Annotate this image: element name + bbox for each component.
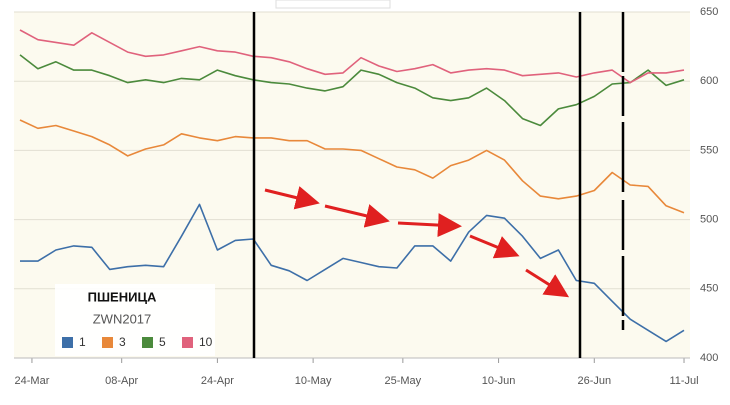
legend-swatch — [182, 337, 193, 348]
x-tick-label: 11-Jul — [669, 375, 698, 387]
legend-label: 5 — [159, 335, 166, 349]
series-line — [20, 203, 685, 343]
y-tick-label: 650 — [700, 6, 718, 18]
y-tick-label: 600 — [700, 75, 718, 87]
x-tick-label: 24-Apr — [201, 375, 234, 387]
legend-swatch — [102, 337, 113, 348]
legend-label: 1 — [79, 335, 86, 349]
lines — [19, 29, 685, 343]
top-box — [275, 0, 391, 9]
series-line — [19, 29, 685, 84]
legend-swatch — [142, 337, 153, 348]
arrows — [264, 186, 570, 298]
legend-label: 10 — [199, 335, 213, 349]
x-tick-label: 26-Jun — [577, 375, 611, 387]
legend-subtitle: ZWN2017 — [93, 311, 152, 326]
series-line — [19, 119, 685, 214]
x-tick-label: 25-May — [385, 375, 422, 387]
legend-label: 3 — [119, 335, 126, 349]
y-tick-label: 400 — [700, 352, 718, 364]
x-tick-label: 24-Mar — [15, 375, 50, 387]
y-tick-label: 500 — [700, 214, 718, 226]
x-tick-label: 08-Apr — [105, 375, 138, 387]
legend-swatch — [62, 337, 73, 348]
series-line — [19, 54, 685, 127]
legend-title: ПШЕНИЦА — [88, 289, 157, 304]
x-tick-label: 10-Jun — [482, 375, 516, 387]
x-tick-label: 10-May — [295, 375, 332, 387]
legend: 1 3 5 10 — [62, 335, 213, 349]
y-tick-label: 450 — [700, 283, 718, 295]
y-tick-label: 550 — [700, 144, 718, 156]
